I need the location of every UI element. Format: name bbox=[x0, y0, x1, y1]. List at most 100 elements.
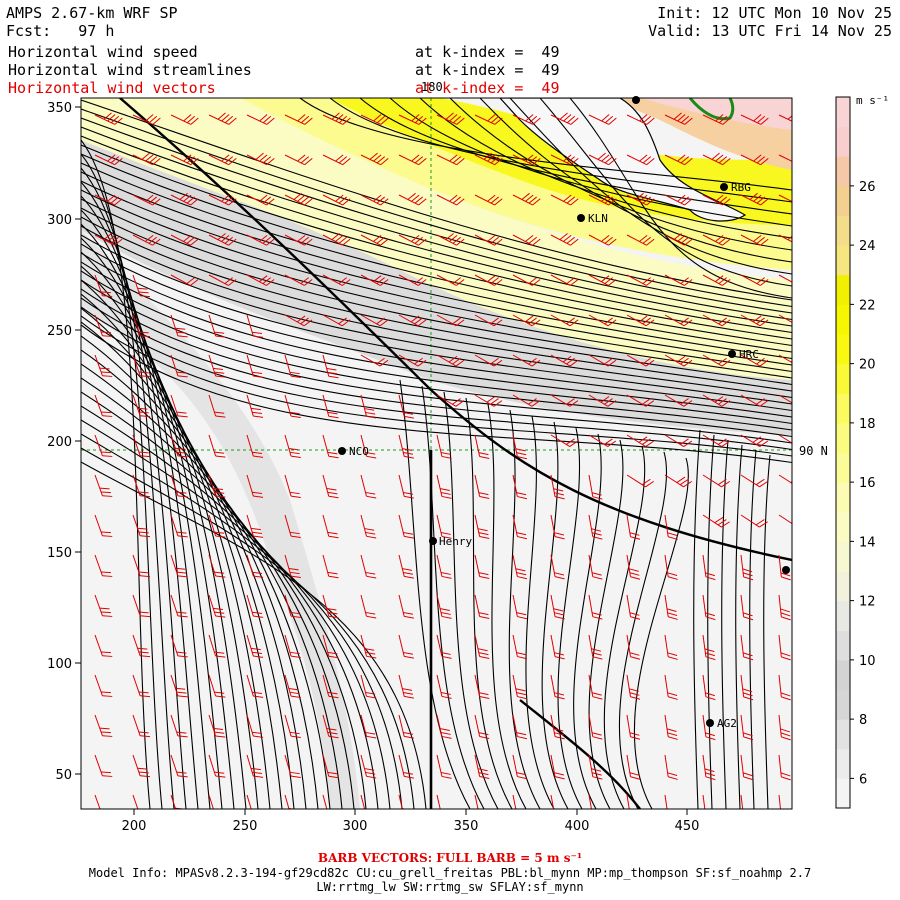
wind-barb-154 bbox=[398, 514, 414, 539]
wind-barb-168 bbox=[436, 354, 465, 367]
wind-barb-331 bbox=[778, 394, 792, 407]
wind-barb-126 bbox=[360, 114, 389, 125]
wind-barb-1 bbox=[94, 154, 123, 166]
wind-barb-220 bbox=[550, 274, 579, 286]
streamline-31 bbox=[449, 98, 792, 251]
station-label-rbg: RBG bbox=[731, 181, 751, 194]
colorbar-bin-22 bbox=[836, 274, 850, 305]
streamline-6 bbox=[81, 153, 792, 340]
streamline-79 bbox=[763, 454, 771, 809]
streamline-10 bbox=[81, 189, 792, 366]
wind-barb-109 bbox=[322, 154, 351, 166]
wind-barb-134 bbox=[360, 434, 377, 459]
wind-barb-19 bbox=[132, 152, 161, 166]
wind-barb-42 bbox=[170, 354, 188, 378]
wind-barb-213 bbox=[512, 714, 528, 740]
field-label-wind-speed: Horizontal wind speed bbox=[8, 43, 198, 61]
wind-barb-132 bbox=[360, 354, 389, 367]
model-title: AMPS 2.67-km WRF SP bbox=[6, 4, 178, 22]
colorbar-labels: 26 24 22 20 18 16 14 12 10 8 6 bbox=[850, 180, 876, 787]
station-label-ag2: AG2 bbox=[717, 717, 737, 730]
wind-barb-341 bbox=[778, 794, 782, 809]
wind-barb-192 bbox=[474, 594, 490, 620]
station-label-nco: NCO bbox=[349, 445, 369, 458]
wind-barb-203 bbox=[512, 314, 541, 327]
wind-barb-272 bbox=[664, 194, 693, 206]
wind-barb-36 bbox=[170, 114, 199, 125]
wind-barb-221 bbox=[550, 314, 579, 327]
wind-barb-214 bbox=[512, 754, 528, 780]
wind-barb-265 bbox=[626, 634, 641, 660]
colorbar-bin-25 bbox=[836, 185, 850, 216]
streamline-29 bbox=[389, 98, 792, 227]
streamline-51 bbox=[81, 349, 331, 809]
wind-barb-104 bbox=[284, 674, 301, 699]
wind-barb-286 bbox=[664, 754, 678, 780]
streamline-14 bbox=[81, 225, 792, 392]
wind-barb-84 bbox=[246, 594, 264, 618]
wind-barb-24 bbox=[132, 354, 151, 378]
wind-barb-173 bbox=[436, 554, 452, 579]
wind-barb-262 bbox=[626, 514, 641, 540]
wind-barb-105 bbox=[284, 714, 301, 739]
wind-barb-130 bbox=[360, 274, 389, 286]
wind-barb-261 bbox=[626, 474, 655, 488]
wind-barb-40 bbox=[170, 274, 199, 286]
wind-barb-74 bbox=[246, 194, 275, 206]
wind-barb-80 bbox=[246, 434, 264, 458]
wind-barb-295 bbox=[702, 394, 731, 407]
wind-barb-38 bbox=[170, 192, 199, 206]
wind-barb-284 bbox=[664, 674, 678, 700]
streamline-15 bbox=[81, 234, 792, 399]
wind-barb-23 bbox=[132, 314, 151, 338]
wind-barb-45 bbox=[170, 474, 188, 498]
wind-barb-322 bbox=[740, 754, 754, 781]
wind-barb-169 bbox=[436, 394, 465, 407]
wind-barb-152 bbox=[398, 434, 414, 459]
wind-barb-34 bbox=[132, 754, 151, 778]
wind-barb-72 bbox=[246, 114, 275, 125]
wind-barb-277 bbox=[664, 394, 693, 407]
wind-barb-298 bbox=[702, 514, 730, 528]
wind-barb-334 bbox=[778, 514, 792, 528]
wind-barb-116 bbox=[322, 434, 339, 459]
wind-barb-283 bbox=[664, 634, 678, 660]
wind-barb-114 bbox=[322, 354, 339, 379]
wind-barb-204 bbox=[512, 354, 541, 367]
wind-barb-39 bbox=[170, 234, 199, 246]
wind-barb-103 bbox=[284, 634, 301, 659]
wind-barb-83 bbox=[246, 554, 264, 578]
wind-barb-162 bbox=[436, 112, 465, 125]
wind-barb-59 bbox=[208, 314, 226, 338]
streamline-1 bbox=[81, 108, 792, 308]
wind-barb-138 bbox=[360, 594, 377, 619]
wind-barb-183 bbox=[474, 234, 503, 246]
wind-barb-27 bbox=[132, 474, 151, 498]
wind-barb-182 bbox=[474, 194, 503, 206]
wind-barb-217 bbox=[550, 154, 579, 166]
wind-barb-89 bbox=[246, 794, 254, 809]
colorbar-bin-5 bbox=[836, 778, 850, 809]
station-marker-north bbox=[632, 96, 640, 104]
wind-barb-163 bbox=[436, 154, 465, 166]
x-tick-label-200: 200 bbox=[122, 819, 147, 834]
wind-barb-210 bbox=[512, 594, 528, 620]
wind-barb-73 bbox=[246, 152, 275, 166]
wind-barb-57 bbox=[208, 233, 237, 246]
colorbar-bin-12 bbox=[836, 571, 850, 602]
wind-barb-155 bbox=[398, 554, 414, 579]
wind-barb-135 bbox=[360, 474, 377, 499]
wind-barb-194 bbox=[474, 674, 490, 700]
wind-barb-206 bbox=[512, 434, 528, 460]
wind-barb-118 bbox=[322, 514, 339, 539]
wind-barb-227 bbox=[550, 554, 565, 580]
wind-barb-49 bbox=[170, 634, 188, 658]
station-marker-east bbox=[782, 566, 790, 574]
wind-barb-246 bbox=[588, 594, 603, 620]
wind-barb-9 bbox=[94, 474, 113, 497]
wind-barb-110 bbox=[322, 194, 351, 206]
wind-barb-12 bbox=[94, 594, 113, 617]
wind-barb-310 bbox=[740, 274, 769, 286]
wind-barb-60 bbox=[208, 354, 226, 378]
